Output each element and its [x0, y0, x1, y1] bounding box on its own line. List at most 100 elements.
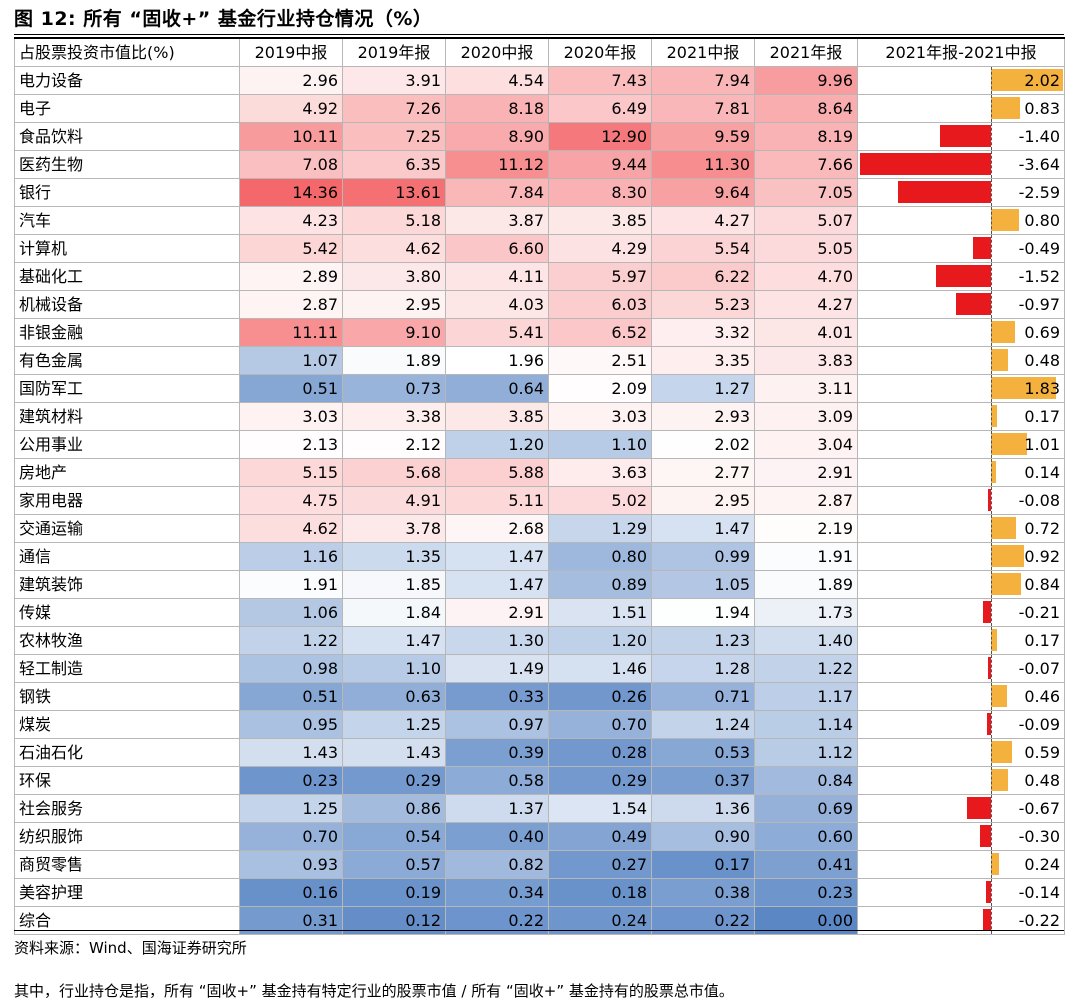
value-cell: 9.44 — [548, 150, 652, 179]
table-row: 非银金融 11.11 9.10 5.41 6.52 3.32 4.01 0.69 — [14, 318, 1065, 347]
diff-zero-axis — [990, 627, 992, 654]
table-row: 计算机 5.42 4.62 6.60 4.29 5.54 5.05 -0.49 — [14, 234, 1065, 263]
value-cell: 1.89 — [342, 346, 446, 375]
row-category-label: 纺织服饰 — [14, 822, 240, 851]
value-cell: 0.58 — [445, 766, 549, 795]
value-cell: 1.47 — [445, 570, 549, 599]
diff-value-label: 0.83 — [1024, 99, 1060, 118]
table-row: 商贸零售 0.93 0.57 0.82 0.27 0.17 0.41 0.24 — [14, 850, 1065, 879]
row-category-label: 机械设备 — [14, 290, 240, 319]
value-cell: 11.30 — [651, 150, 755, 179]
value-cell: 2.93 — [651, 402, 755, 431]
diff-zero-axis — [990, 235, 992, 262]
table-row: 钢铁 0.51 0.63 0.33 0.26 0.71 1.17 0.46 — [14, 682, 1065, 711]
diff-cell: 0.80 — [857, 206, 1065, 235]
diff-value-label: -0.08 — [1018, 491, 1060, 510]
value-cell: 1.47 — [445, 542, 549, 571]
diff-cell: -1.52 — [857, 262, 1065, 291]
diff-cell: 0.83 — [857, 94, 1065, 123]
value-cell: 1.07 — [239, 346, 343, 375]
diff-value-label: 0.17 — [1024, 631, 1060, 650]
row-category-label: 电子 — [14, 94, 240, 123]
diff-cell: 0.84 — [857, 570, 1065, 599]
value-cell: 0.23 — [239, 766, 343, 795]
row-category-label: 公用事业 — [14, 430, 240, 459]
value-cell: 1.24 — [651, 710, 755, 739]
diff-value-label: 0.84 — [1024, 575, 1060, 594]
row-category-label: 有色金属 — [14, 346, 240, 375]
row-category-label: 建筑材料 — [14, 402, 240, 431]
value-cell: 0.33 — [445, 682, 549, 711]
value-cell: 2.95 — [342, 290, 446, 319]
value-cell: 0.53 — [651, 738, 755, 767]
value-cell: 1.84 — [342, 598, 446, 627]
diff-bar — [990, 545, 1024, 567]
value-cell: 1.23 — [651, 626, 755, 655]
value-cell: 5.41 — [445, 318, 549, 347]
diff-cell: 0.92 — [857, 542, 1065, 571]
value-cell: 0.73 — [342, 374, 446, 403]
row-category-label: 商贸零售 — [14, 850, 240, 879]
table-row: 有色金属 1.07 1.89 1.96 2.51 3.35 3.83 0.48 — [14, 346, 1065, 375]
header-row: 占股票投资市值比(%) 2019中报 2019年报 2020中报 2020年报 … — [14, 37, 1065, 67]
diff-zero-axis — [990, 571, 992, 598]
value-cell: 0.16 — [239, 878, 343, 907]
diff-zero-axis — [990, 599, 992, 626]
value-cell: 6.35 — [342, 150, 446, 179]
diff-value-label: -0.97 — [1018, 295, 1060, 314]
diff-value-label: 0.92 — [1024, 547, 1060, 566]
value-cell: 4.62 — [239, 514, 343, 543]
source-note: 资料来源：Wind、国海证券研究所 — [14, 939, 247, 957]
value-cell: 8.90 — [445, 122, 549, 151]
value-cell: 0.64 — [445, 374, 549, 403]
value-cell: 0.38 — [651, 878, 755, 907]
value-cell: 0.71 — [651, 682, 755, 711]
value-cell: 3.35 — [651, 346, 755, 375]
value-cell: 4.62 — [342, 234, 446, 263]
value-cell: 1.40 — [754, 626, 858, 655]
diff-zero-axis — [990, 655, 992, 682]
value-cell: 5.54 — [651, 234, 755, 263]
row-category-label: 通信 — [14, 542, 240, 571]
diff-zero-axis — [990, 319, 992, 346]
value-cell: 1.30 — [445, 626, 549, 655]
diff-cell: 0.59 — [857, 738, 1065, 767]
value-cell: 3.80 — [342, 262, 446, 291]
diff-cell: 0.14 — [857, 458, 1065, 487]
value-cell: 0.51 — [239, 374, 343, 403]
diff-bar — [990, 573, 1021, 595]
row-category-label: 国防军工 — [14, 374, 240, 403]
header-col-2019-annual: 2019年报 — [342, 37, 446, 67]
value-cell: 0.18 — [548, 878, 652, 907]
value-cell: 1.96 — [445, 346, 549, 375]
table-row: 医药生物 7.08 6.35 11.12 9.44 11.30 7.66 -3.64 — [14, 150, 1065, 179]
value-cell: 5.15 — [239, 458, 343, 487]
value-cell: 1.91 — [754, 542, 858, 571]
diff-bar — [982, 909, 991, 931]
value-cell: 4.27 — [651, 206, 755, 235]
value-cell: 3.83 — [754, 346, 858, 375]
diff-zero-axis — [990, 515, 992, 542]
diff-cell: 2.02 — [857, 66, 1065, 95]
diff-zero-axis — [990, 879, 992, 906]
table-row: 电力设备 2.96 3.91 4.54 7.43 7.94 9.96 2.02 — [14, 66, 1065, 95]
diff-cell: 0.72 — [857, 514, 1065, 543]
diff-bar — [990, 769, 1008, 791]
value-cell: 8.30 — [548, 178, 652, 207]
diff-zero-axis — [990, 767, 992, 794]
row-category-label: 建筑装饰 — [14, 570, 240, 599]
value-cell: 4.29 — [548, 234, 652, 263]
value-cell: 2.89 — [239, 262, 343, 291]
diff-bar — [983, 601, 991, 623]
diff-bar — [987, 713, 991, 735]
value-cell: 7.26 — [342, 94, 446, 123]
value-cell: 8.64 — [754, 94, 858, 123]
value-cell: 4.27 — [754, 290, 858, 319]
row-category-label: 电力设备 — [14, 66, 240, 95]
value-cell: 7.25 — [342, 122, 446, 151]
diff-cell: -0.07 — [857, 654, 1065, 683]
diff-value-label: -3.64 — [1018, 155, 1060, 174]
value-cell: 4.03 — [445, 290, 549, 319]
table-row: 公用事业 2.13 2.12 1.20 1.10 2.02 3.04 1.01 — [14, 430, 1065, 459]
definition-note: 其中，行业持仓是指，所有 “固收+” 基金持有特定行业的股票市值 / 所有 “固… — [14, 982, 734, 1000]
